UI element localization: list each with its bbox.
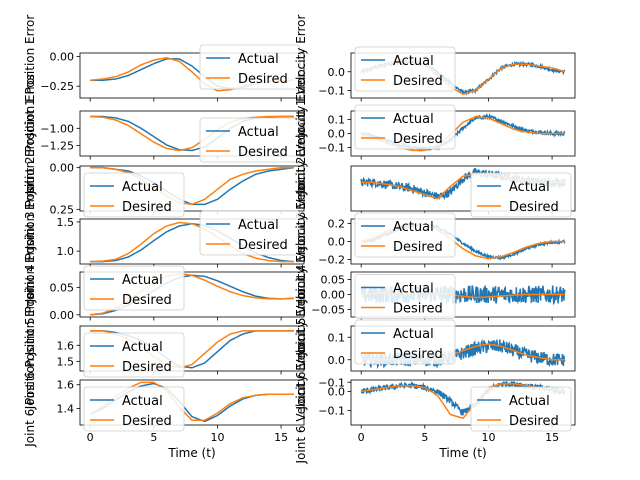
y-tick-label: 0.00 [50, 162, 75, 175]
y-tick-label: 0.1 [328, 331, 346, 344]
x-tick-label: 0 [358, 431, 365, 444]
y-tick-label: 0.0 [328, 66, 346, 79]
y-tick-label: 1.6 [57, 379, 75, 392]
y-tick-label: 0.00 [321, 289, 346, 302]
legend: Actual Desired [355, 47, 455, 91]
legend: Actual Desired [355, 105, 455, 149]
y-tick-label: 1.5 [57, 355, 75, 368]
legend-label-actual: Actual [238, 125, 279, 140]
legend-label-desired: Desired [238, 145, 288, 160]
legend-label-actual: Actual [509, 394, 550, 409]
legend: Actual Desired [355, 275, 455, 319]
y-tick-label: 0.1 [328, 113, 346, 126]
legend-label-actual: Actual [509, 180, 550, 195]
y-tick-label: −0.1 [318, 85, 345, 98]
legend: Actual Desired [200, 118, 300, 162]
x-axis-label: Time (t) [438, 446, 486, 460]
y-tick-label: −1.25 [40, 140, 74, 153]
legend-label-desired: Desired [393, 132, 443, 147]
legend-label-actual: Actual [122, 180, 163, 195]
y-axis-label: Joint 6 Velocity Error [294, 341, 308, 464]
legend-label-desired: Desired [122, 200, 172, 215]
legend: Actual Desired [471, 387, 571, 431]
legend-label-actual: Actual [238, 52, 279, 67]
legend-label-desired: Desired [393, 347, 443, 362]
legend-label-desired: Desired [393, 302, 443, 317]
y-tick-label: 0.0 [328, 354, 346, 367]
y-tick-label: 0.00 [50, 51, 75, 64]
legend-label-desired: Desired [393, 74, 443, 89]
x-tick-label: 0 [87, 431, 94, 444]
y-tick-label: −1.00 [40, 122, 74, 135]
legend: Actual Desired [355, 213, 455, 257]
legend: Actual Desired [471, 173, 571, 217]
legend-label-desired: Desired [509, 200, 559, 215]
legend-label-desired: Desired [238, 238, 288, 253]
legend: Actual Desired [84, 266, 184, 310]
legend: Actual Desired [200, 211, 300, 255]
legend-label-desired: Desired [393, 240, 443, 255]
legend-label-actual: Actual [393, 282, 434, 297]
y-tick-label: −0.1 [318, 405, 345, 418]
y-tick-label: 0.0 [328, 128, 346, 141]
legend: Actual Desired [84, 387, 184, 431]
y-tick-label: 0.0 [328, 385, 346, 398]
y-tick-label: 0.0 [328, 236, 346, 249]
y-tick-label: −0.2 [318, 254, 345, 267]
y-tick-label: 0.25 [50, 203, 75, 216]
legend-label-actual: Actual [393, 54, 434, 69]
legend-label-desired: Desired [122, 293, 172, 308]
x-axis-label: Time (t) [167, 446, 215, 460]
x-tick-label: 5 [421, 431, 428, 444]
y-tick-label: 0.05 [321, 274, 346, 287]
legend-label-desired: Desired [509, 414, 559, 429]
x-tick-label: 10 [481, 431, 495, 444]
legend-label-actual: Actual [393, 112, 434, 127]
y-tick-label: 1.6 [57, 339, 75, 352]
y-tick-label: 1.5 [57, 216, 75, 229]
legend-label-actual: Actual [122, 340, 163, 355]
y-tick-label: 0.00 [50, 309, 75, 322]
y-tick-label: 1.4 [57, 402, 75, 415]
legend-label-desired: Desired [238, 72, 288, 87]
legend: Actual Desired [84, 333, 184, 377]
x-tick-label: 15 [274, 431, 288, 444]
y-tick-label: 0.2 [328, 218, 346, 231]
y-tick-label: −0.1 [318, 142, 345, 155]
x-tick-label: 5 [150, 431, 157, 444]
legend: Actual Desired [200, 45, 300, 89]
legend-label-actual: Actual [238, 218, 279, 233]
legend: Actual Desired [84, 173, 184, 217]
legend-label-actual: Actual [122, 394, 163, 409]
legend-label-actual: Actual [393, 327, 434, 342]
legend-label-desired: Desired [122, 360, 172, 375]
x-tick-label: 10 [210, 431, 224, 444]
legend-label-actual: Actual [122, 273, 163, 288]
legend-label-actual: Actual [393, 220, 434, 235]
y-tick-label: −0.05 [311, 304, 345, 317]
legend-label-desired: Desired [122, 414, 172, 429]
legend: Actual Desired [355, 320, 455, 364]
y-axis-label: Joint 6 Position [23, 358, 37, 448]
y-tick-label: 1.0 [57, 245, 75, 258]
y-tick-label: −0.25 [40, 80, 74, 93]
y-tick-label: 0.05 [50, 281, 75, 294]
x-tick-label: 15 [545, 431, 559, 444]
